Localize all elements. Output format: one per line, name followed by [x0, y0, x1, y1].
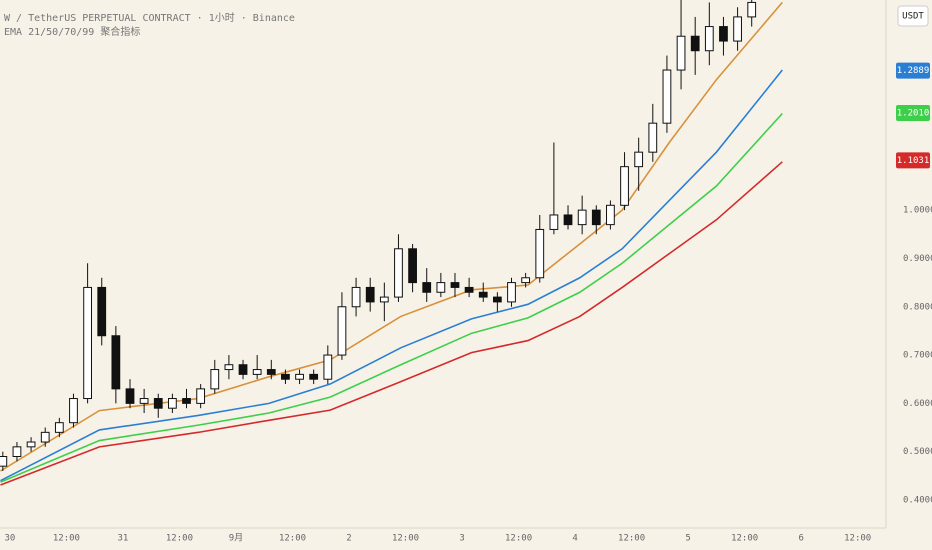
candle-body	[606, 204, 615, 226]
ema-line	[0, 161, 783, 486]
candle-body	[648, 122, 658, 153]
candle-body	[379, 296, 389, 303]
candle-body	[521, 277, 531, 284]
price-label-box	[896, 105, 930, 122]
ema-line	[0, 112, 783, 483]
candle-body	[591, 209, 601, 226]
candle-body	[634, 151, 644, 168]
candle-body	[40, 431, 50, 443]
candle-body	[662, 69, 672, 124]
candle-body	[224, 364, 234, 371]
currency-label[interactable]: USDT	[902, 12, 924, 22]
candle-body	[620, 166, 629, 206]
candle-body	[139, 398, 149, 404]
x-tick-label: 12:00	[844, 534, 871, 544]
candle-body	[436, 282, 446, 293]
price-label-box	[896, 152, 930, 169]
candle-body	[323, 354, 333, 380]
candle-body	[0, 456, 8, 467]
candle-body	[351, 286, 361, 308]
price-label: 1.2889	[897, 66, 930, 76]
candle-body	[676, 35, 686, 71]
candle-body	[408, 248, 417, 284]
y-tick-label: 1.0000	[903, 206, 932, 216]
x-tick-label: 12:00	[166, 534, 193, 544]
candle-body	[747, 1, 757, 18]
x-tick-label: 3	[459, 534, 464, 544]
candle-body	[83, 286, 92, 400]
candle-body	[182, 398, 191, 404]
candle-body	[464, 286, 474, 293]
candle-body	[12, 446, 22, 458]
x-tick-label: 12:00	[279, 534, 306, 544]
candle-body	[690, 35, 700, 52]
candle-body	[719, 26, 728, 42]
x-tick-label: 12:00	[618, 534, 645, 544]
candle-body	[167, 398, 177, 409]
candle-body	[337, 306, 347, 356]
candle-body	[281, 373, 290, 380]
candle-body	[394, 248, 403, 298]
candle-body	[54, 422, 64, 433]
candle-body	[309, 373, 319, 380]
candle-body	[577, 209, 587, 226]
candle-body	[252, 369, 262, 375]
candle-body	[535, 228, 545, 279]
indicator-label: EMA 21/50/70/99 聚合指标	[4, 25, 140, 38]
chart-title: W / TetherUS PERPETUAL CONTRACT · 1小时 · …	[4, 12, 295, 24]
candle-body	[478, 291, 488, 298]
x-tick-label: 31	[118, 534, 129, 544]
candle-body	[733, 16, 742, 42]
candle-body	[69, 398, 78, 424]
candle-body	[196, 388, 206, 404]
candle-body	[295, 373, 304, 380]
x-tick-label: 9月	[229, 533, 243, 544]
candle-body	[153, 398, 163, 409]
x-tick-label: 12:00	[53, 534, 80, 544]
candle-body	[266, 369, 276, 375]
x-tick-label: 6	[798, 534, 803, 544]
candle-body	[210, 369, 220, 390]
candle-body	[507, 282, 516, 303]
plot-area	[0, 0, 783, 486]
candle-body	[111, 335, 121, 390]
x-tick-label: 12:00	[731, 534, 758, 544]
candle-body	[492, 296, 502, 303]
x-tick-label: 4	[572, 534, 577, 544]
y-tick-label: 0.9000	[903, 254, 932, 264]
candle-body	[238, 364, 248, 375]
candle-body	[422, 282, 432, 293]
candle-body	[450, 282, 460, 288]
price-label: 1.1031	[897, 156, 930, 166]
x-tick-label: 5	[685, 534, 690, 544]
currency-box[interactable]	[897, 5, 929, 27]
candle-body	[563, 214, 573, 226]
x-tick-label: 12:00	[505, 534, 532, 544]
candle-body	[125, 388, 135, 404]
price-label: 1.2010	[897, 109, 930, 119]
candle-body	[704, 26, 714, 52]
candle-body	[97, 286, 107, 337]
x-tick-label: 2	[346, 534, 351, 544]
x-tick-label: 30	[4, 534, 15, 544]
candle-body	[26, 441, 36, 448]
price-label-box	[896, 62, 930, 79]
ema-line	[0, 69, 783, 482]
candle-body	[549, 214, 559, 230]
x-tick-label: 12:00	[392, 534, 419, 544]
candle-body	[365, 286, 375, 303]
